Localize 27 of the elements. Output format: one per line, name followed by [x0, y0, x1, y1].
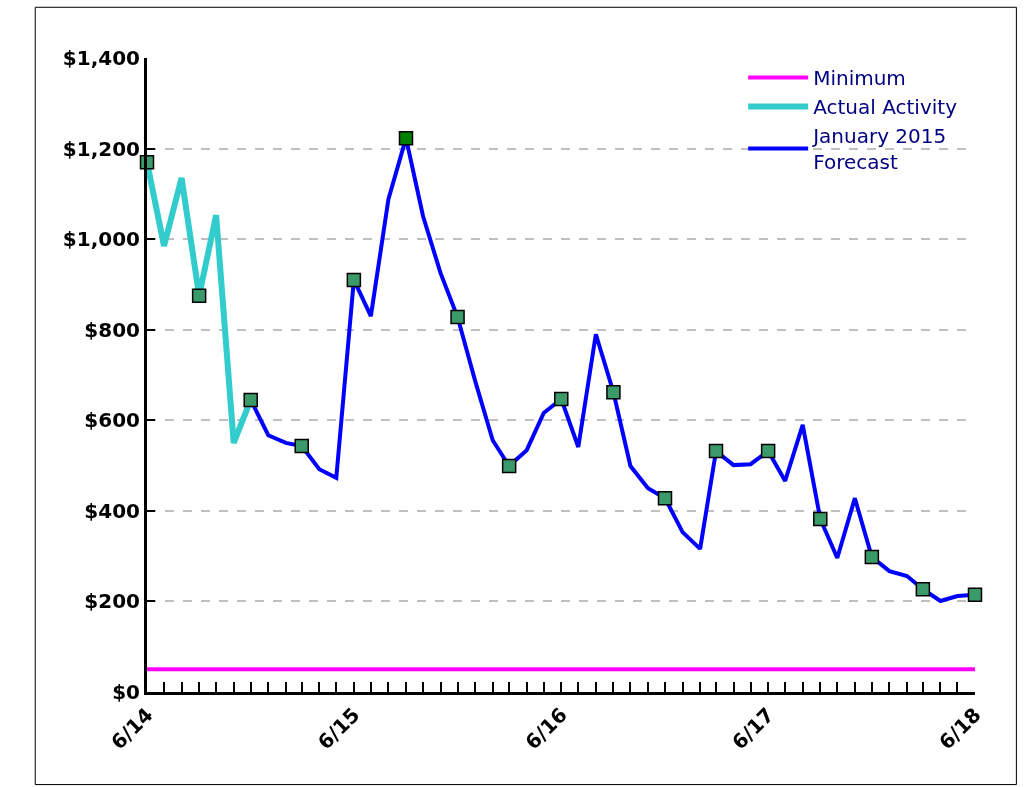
point [554, 391, 569, 407]
y-tick-label: $0 [112, 680, 140, 704]
point [967, 587, 983, 602]
point [294, 438, 309, 454]
point [191, 288, 207, 303]
point [450, 309, 465, 325]
y-tick-label: $1,400 [62, 46, 140, 70]
point [346, 272, 362, 288]
point [398, 130, 414, 146]
point [760, 443, 776, 459]
legend-label: January 2015 Forecast [811, 124, 947, 175]
legend-label: Minimum [813, 66, 906, 91]
point [915, 581, 931, 597]
y-tick-label: $1,200 [62, 136, 140, 161]
point [813, 511, 828, 527]
point [864, 549, 880, 565]
y-tick-label: $200 [84, 589, 140, 614]
point [243, 392, 258, 408]
y-tick-label: $800 [84, 317, 140, 342]
point [606, 384, 621, 400]
legend-label: Actual Activity [813, 95, 958, 120]
y-tick-label: $600 [84, 408, 140, 433]
point [657, 490, 673, 506]
y-tick-label: $400 [84, 498, 140, 523]
y-tick-label: $1,000 [62, 227, 140, 252]
point [501, 458, 517, 474]
point [708, 443, 724, 459]
